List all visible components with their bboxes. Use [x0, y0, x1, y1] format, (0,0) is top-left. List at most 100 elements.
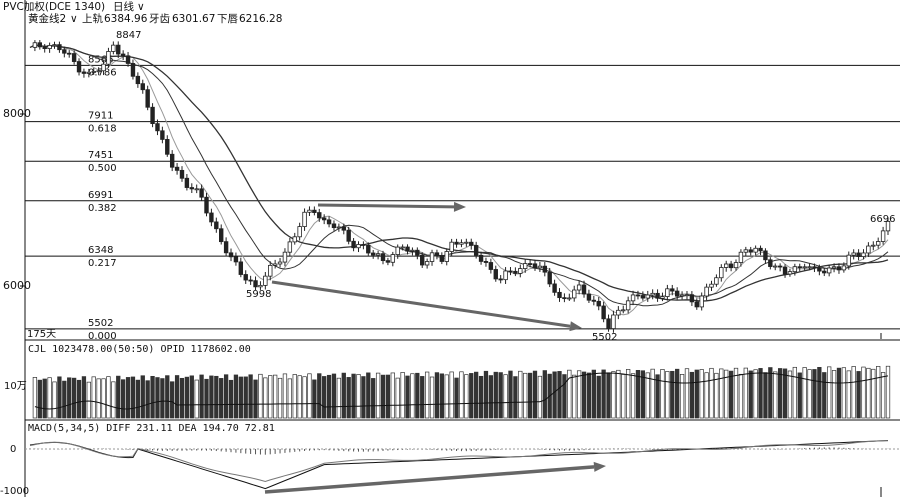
volume-bar	[268, 376, 272, 418]
volume-bar	[210, 376, 214, 418]
candle-body	[210, 213, 214, 222]
candle-body	[837, 267, 841, 270]
volume-bar	[460, 372, 464, 418]
volume-bar	[430, 377, 434, 418]
candle-body	[867, 246, 871, 253]
volume-bar	[607, 373, 611, 418]
period-dropdown-icon[interactable]: ∨	[137, 1, 145, 13]
candle-body	[190, 188, 194, 189]
indicator-dropdown-icon[interactable]: ∨	[70, 13, 78, 25]
arrow-lower-low-shaft	[272, 282, 570, 326]
candle-body	[327, 220, 331, 224]
volume-bar	[97, 379, 101, 418]
volume-bar	[92, 377, 96, 418]
candle-body	[793, 267, 797, 272]
candle-body	[38, 43, 42, 47]
arrow-lower-low-head	[569, 321, 582, 331]
volume-bar	[455, 378, 459, 418]
volume-bar	[670, 371, 674, 418]
candle-body	[165, 139, 169, 154]
volume-bar	[239, 377, 243, 418]
volume-bar	[563, 375, 567, 418]
volume-bar	[479, 376, 483, 418]
candle-body	[337, 227, 341, 228]
candle-body	[612, 315, 616, 329]
volume-bar	[617, 370, 621, 418]
candle-body	[107, 51, 111, 64]
candle-body	[92, 71, 96, 72]
volume-bar	[533, 371, 537, 418]
volume-bar	[518, 371, 522, 418]
volume-bar	[406, 376, 410, 418]
volume-bar	[514, 377, 518, 418]
indicator-name[interactable]: 黄金线2	[28, 12, 66, 25]
volume-ytick: 10万	[4, 381, 27, 392]
candle-body	[764, 251, 768, 260]
candle-body	[857, 253, 861, 257]
fib-price-label: 7451	[88, 150, 113, 161]
candle-body	[308, 210, 312, 212]
volume-bar	[886, 366, 890, 418]
candle-body	[234, 257, 238, 262]
candle-body	[455, 242, 459, 244]
volume-bar	[53, 382, 57, 418]
volume-bar	[425, 372, 429, 418]
volume-bar	[283, 374, 287, 418]
volume-bar	[67, 378, 71, 418]
candle-body	[582, 285, 586, 294]
candle-body	[288, 242, 292, 252]
volume-bar	[366, 373, 370, 418]
volume-bar	[867, 368, 871, 418]
candle-body	[146, 90, 150, 108]
candle-body	[695, 302, 699, 307]
candle-body	[543, 266, 547, 272]
volume-bar	[666, 371, 670, 418]
mid-value: 6301.67	[172, 13, 215, 25]
low1-price-label: 5998	[246, 289, 271, 300]
volume-bar	[435, 373, 439, 418]
volume-bar	[656, 375, 660, 418]
volume-bar	[48, 378, 52, 418]
volume-bar	[303, 377, 307, 418]
candle-body	[822, 271, 826, 273]
candle-body	[778, 266, 782, 267]
volume-bar	[509, 371, 513, 418]
volume-bar	[362, 377, 366, 418]
volume-bar	[185, 377, 189, 418]
volume-bar	[293, 374, 297, 418]
volume-bar	[170, 382, 174, 418]
volume-bar	[597, 376, 601, 418]
volume-bar	[808, 370, 812, 418]
candle-body	[43, 47, 47, 49]
volume-bar	[577, 371, 581, 418]
volume-bar	[77, 380, 81, 418]
volume-bar	[587, 373, 591, 418]
candle-body	[739, 252, 743, 262]
candle-body	[788, 272, 792, 274]
candle-body	[818, 268, 822, 271]
volume-bar	[523, 373, 527, 418]
volume-bar	[700, 370, 704, 418]
candle-body	[102, 64, 106, 71]
candle-body	[460, 243, 464, 244]
volume-bar	[837, 368, 841, 418]
volume-bar	[705, 373, 709, 418]
candle-body	[641, 296, 645, 299]
volume-bar	[759, 368, 763, 418]
volume-bar	[175, 376, 179, 418]
volume-bar	[200, 375, 204, 418]
low2-price-label: 5502	[592, 332, 617, 343]
period-label: 日线	[113, 0, 134, 13]
candle-body	[626, 301, 630, 310]
volume-bar	[126, 377, 130, 418]
volume-bar	[636, 370, 640, 418]
candle-body	[82, 72, 86, 73]
volume-bar	[504, 375, 508, 418]
candle-body	[675, 291, 679, 296]
candle-body	[553, 284, 557, 292]
volume-bar	[749, 371, 753, 418]
volume-bar	[646, 373, 650, 418]
candle-body	[313, 210, 317, 212]
volume-bar	[871, 369, 875, 418]
volume-bar	[102, 379, 106, 418]
